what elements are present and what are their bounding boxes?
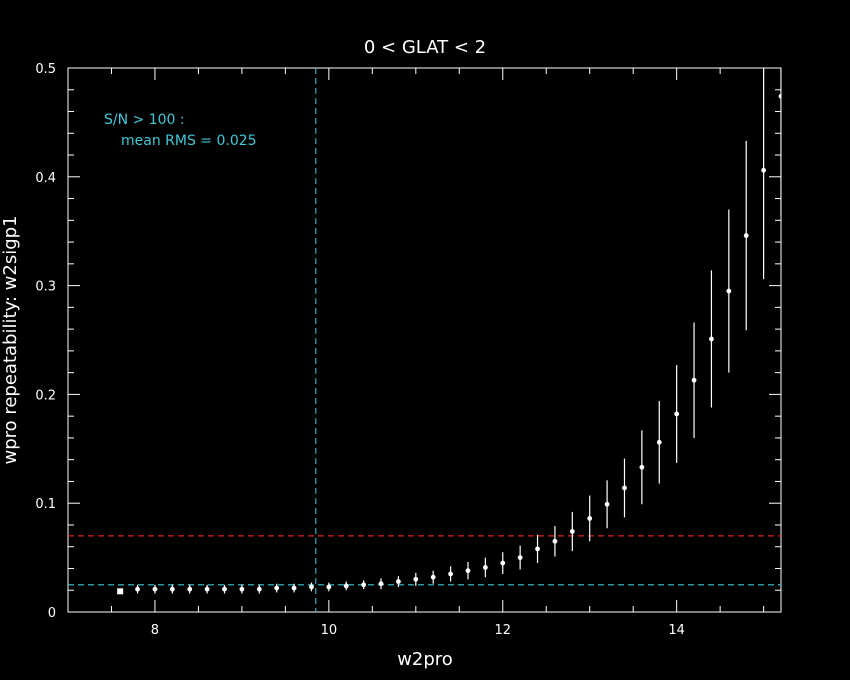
data-point <box>761 167 767 173</box>
y-tick-label: 0 <box>48 606 56 621</box>
data-point <box>291 585 297 591</box>
x-tick-label: 14 <box>668 623 685 638</box>
data-point <box>152 586 158 592</box>
data-point <box>117 588 124 595</box>
data-point <box>482 564 488 570</box>
data-point <box>552 538 558 544</box>
data-point <box>309 584 314 590</box>
data-point <box>361 582 367 588</box>
y-tick-label: 0.5 <box>35 62 56 77</box>
data-point <box>535 546 540 552</box>
data-point <box>430 574 436 580</box>
data-point <box>622 485 627 491</box>
data-point <box>726 288 732 294</box>
data-point <box>378 581 384 587</box>
data-point <box>396 579 401 584</box>
data-point <box>256 586 262 592</box>
y-tick-label: 0.3 <box>35 280 56 295</box>
data-point <box>604 501 610 507</box>
data-point <box>587 516 593 521</box>
data-point <box>187 586 193 592</box>
data-point <box>413 576 419 582</box>
data-point <box>656 439 662 445</box>
x-tick-label: 12 <box>494 623 511 638</box>
chart-title: 0 < GLAT < 2 <box>364 37 486 58</box>
data-point <box>674 411 680 417</box>
plot-area: 8 10 12 14 0 0.1 0.2 0.3 0.4 0.5 <box>35 62 782 638</box>
x-tick-label: 8 <box>151 623 159 638</box>
data-point <box>569 529 575 534</box>
y-tick-label: 0.4 <box>35 171 56 186</box>
annotation-sn: S/N > 100 : <box>104 112 185 128</box>
data-point <box>517 555 523 560</box>
data-point <box>222 586 227 592</box>
plot-frame <box>67 67 782 613</box>
data-point <box>239 586 245 592</box>
y-axis-title: wpro repeatability: w2sigp1 <box>0 215 21 464</box>
data-point <box>448 571 453 577</box>
data-point <box>169 586 175 592</box>
data-point <box>204 586 210 592</box>
data-point <box>639 464 645 470</box>
data-point <box>135 586 140 592</box>
annotation-mean-rms: mean RMS = 0.025 <box>121 133 257 149</box>
y-tick-label: 0.2 <box>35 388 56 403</box>
data-point <box>691 377 697 383</box>
x-tick-label: 10 <box>321 623 338 638</box>
data-point <box>465 568 471 574</box>
data-point <box>709 336 714 342</box>
data-point <box>274 585 280 591</box>
data-point <box>343 583 349 589</box>
data-point <box>326 584 332 590</box>
data-point <box>743 233 749 238</box>
y-tick-label: 0.1 <box>35 497 56 512</box>
data-point <box>500 560 506 566</box>
x-axis-title: w2pro <box>397 649 453 670</box>
data-point <box>778 93 781 99</box>
